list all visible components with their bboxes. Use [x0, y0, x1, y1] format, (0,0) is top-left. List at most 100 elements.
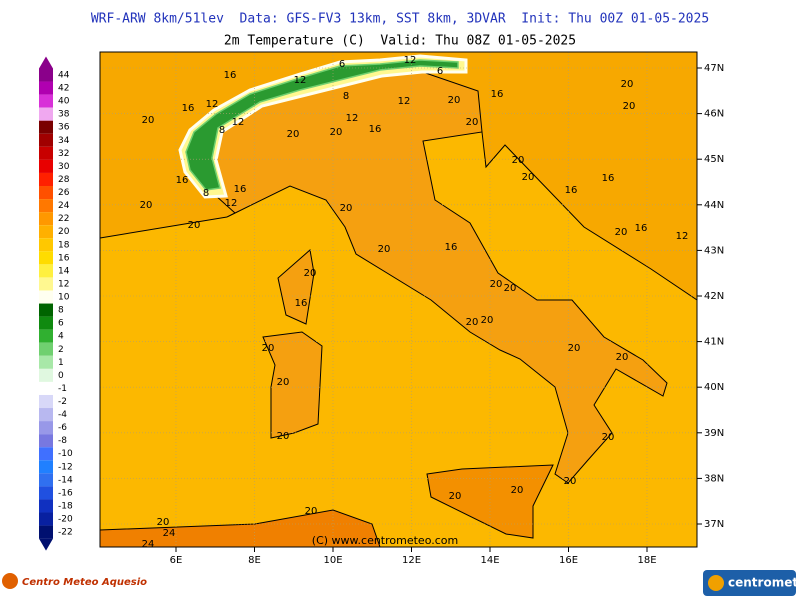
lat-label: 44N — [704, 200, 724, 211]
colorbar-swatch — [39, 447, 53, 461]
contour-label: 20 — [142, 115, 155, 126]
colorbar-swatch — [39, 434, 53, 448]
colorbar-label: 8 — [58, 306, 64, 316]
map-frame — [99, 51, 698, 548]
lat-label: 42N — [704, 291, 724, 302]
colorbar-label: 4 — [58, 332, 64, 342]
colorbar-swatch — [39, 159, 53, 173]
colorbar-label: 14 — [58, 266, 70, 276]
africa — [100, 509, 381, 547]
contour-label: 16 — [602, 173, 615, 184]
colorbar-label: 1 — [58, 358, 64, 368]
contour-label: 16 — [445, 242, 458, 253]
colorbar-swatch — [39, 316, 53, 330]
colorbar-swatch — [39, 394, 53, 409]
lat-label: 38N — [704, 473, 724, 484]
sardinia — [262, 331, 323, 439]
contour-label: 20 — [466, 117, 479, 128]
colorbar-label: 34 — [58, 136, 70, 146]
colorbar-label: 16 — [58, 253, 70, 263]
contour-label: 12 — [404, 55, 417, 66]
colorbar-label: -14 — [58, 475, 73, 485]
colorbar-swatch — [39, 238, 53, 252]
contour-label: 16 — [295, 298, 308, 309]
colorbar-label: 26 — [58, 188, 70, 198]
contour-label: 20 — [188, 220, 201, 231]
logo-icon — [2, 573, 18, 589]
colorbar-label: 40 — [58, 97, 70, 107]
colorbar-label: 0 — [58, 371, 64, 381]
colorbar-swatch — [39, 146, 53, 160]
contour-label: 6 — [437, 66, 443, 77]
contour-label: 20 — [512, 155, 525, 166]
contour-label: 12 — [294, 75, 307, 86]
colorbar-swatch — [39, 486, 53, 500]
logo-icon — [708, 575, 724, 591]
colorbar-label: -18 — [58, 501, 73, 511]
contour-label: 8 — [219, 125, 225, 136]
colorbar-swatch — [39, 473, 53, 487]
colorbar-label: 18 — [58, 240, 70, 250]
lon-label: 18E — [637, 555, 656, 566]
colorbar: 4442403836343230282624222018161412108642… — [39, 56, 73, 551]
contour-label: 16 — [176, 175, 189, 186]
contour-label: 16 — [182, 103, 195, 114]
contour-label: 6 — [339, 59, 345, 70]
logo-text: centrometeo — [728, 576, 800, 590]
contour-label: 20 — [522, 172, 535, 183]
colorbar-swatch — [39, 421, 53, 435]
lon-label: 10E — [323, 555, 342, 566]
colorbar-swatch — [39, 81, 53, 95]
colorbar-swatch — [39, 107, 53, 121]
axes: 6E 8E 10E 12E 14E 16E 18E 47N 46N 45N 44N 43N 42N 41N… — [170, 63, 725, 566]
colorbar-label: 38 — [58, 110, 70, 120]
contour-label: 12 — [398, 96, 411, 107]
contour-label: 20 — [615, 227, 628, 238]
sicily — [426, 464, 554, 539]
colorbar-label: -2 — [58, 397, 67, 407]
contour-label: 20 — [616, 352, 629, 363]
balkan-coast — [481, 131, 697, 301]
colorbar-swatch — [39, 499, 53, 513]
contour-label: 12 — [676, 231, 689, 242]
colorbar-label: 44 — [58, 71, 70, 81]
lat-label: 43N — [704, 245, 724, 256]
contour-label: 16 — [565, 185, 578, 196]
lon-label: 8E — [248, 555, 261, 566]
right-logo: centrometeo — [703, 570, 800, 596]
lon-label: 14E — [480, 555, 499, 566]
colorbar-swatch — [39, 120, 53, 134]
colorbar-label: -6 — [58, 423, 67, 433]
colorbar-swatch — [39, 186, 53, 200]
land — [100, 52, 697, 300]
lat-label: 40N — [704, 382, 724, 393]
colorbar-swatch — [39, 381, 53, 395]
contour-label: 16 — [369, 124, 382, 135]
contour-label: 20 — [481, 315, 494, 326]
logo-text: Centro Meteo Aquesio — [22, 577, 147, 588]
contour-label: 20 — [277, 377, 290, 388]
colorbar-swatch — [39, 277, 53, 291]
alps-cold — [178, 54, 468, 199]
colorbar-label: 42 — [58, 84, 69, 94]
left-logo: Centro Meteo Aquesio — [2, 573, 147, 589]
colorbar-label: 10 — [58, 293, 70, 303]
lat-label: 45N — [704, 154, 724, 165]
contour-label: 20 — [277, 431, 290, 442]
title: WRF-ARW 8km/51lev Data: GFS-FV3 13km, SS… — [91, 12, 709, 27]
lat-label: 47N — [704, 63, 724, 74]
contour-label: 20 — [602, 432, 615, 443]
colorbar-swatch — [39, 68, 53, 82]
colorbar-label: -12 — [58, 462, 73, 472]
colorbar-swatch — [39, 368, 53, 382]
contour-label: 20 — [564, 476, 577, 487]
contour-label: 12 — [232, 117, 245, 128]
contour-label: 12 — [225, 198, 238, 209]
subtitle: 2m Temperature (C) Valid: Thu 08Z 01-05-… — [224, 34, 576, 49]
colorbar-swatch — [39, 512, 53, 526]
contour-label: 16 — [224, 70, 237, 81]
contour-label: 20 — [340, 203, 353, 214]
